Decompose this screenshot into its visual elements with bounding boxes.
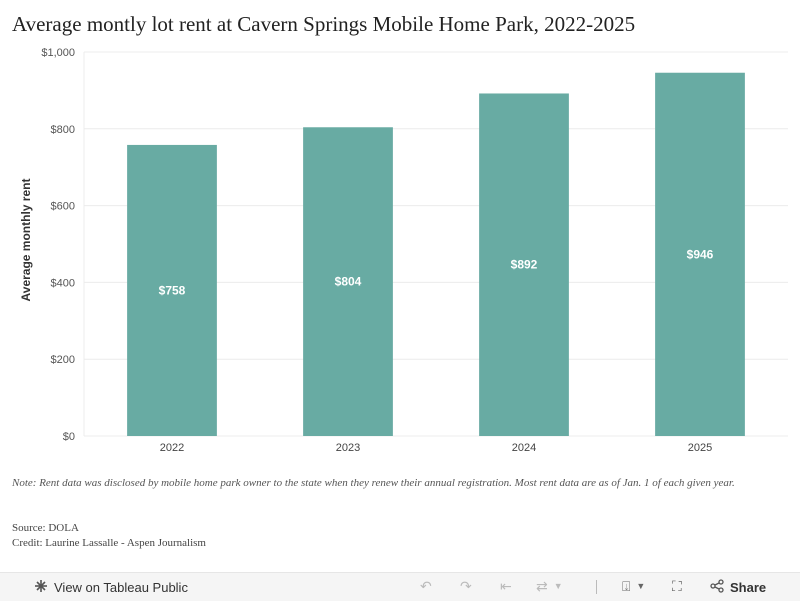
- fullscreen-button[interactable]: ⛶: [672, 579, 682, 593]
- data-labels: $758 $804 $892 $946: [159, 247, 714, 297]
- bars: [127, 72, 745, 437]
- undo-button[interactable]: ↶: [420, 579, 432, 593]
- revert-button[interactable]: ⇤: [500, 579, 512, 593]
- data-label-2024: $892: [511, 258, 538, 272]
- share-label: Share: [730, 579, 767, 595]
- view-on-tableau-link[interactable]: View on Tableau Public: [34, 579, 188, 595]
- y-tick-label: $600: [51, 201, 75, 213]
- download-icon: ⍗: [622, 578, 631, 594]
- y-tick-label: $400: [51, 277, 75, 289]
- bar-2023[interactable]: [303, 127, 393, 436]
- refresh-icon: ⇄: [536, 578, 548, 594]
- share-button[interactable]: Share: [710, 579, 766, 595]
- share-icon: [710, 579, 724, 595]
- fullscreen-icon: ⛶: [672, 578, 682, 594]
- x-axis-ticks: 2022 2023 2024 2025: [160, 442, 712, 454]
- bar-2025[interactable]: [655, 72, 745, 437]
- bar-chart: $0 $200 $400 $600 $800 $1,000 $758 $804 $892 $94…: [19, 47, 788, 454]
- x-tick-label: 2022: [160, 442, 184, 454]
- revert-icon: ⇤: [500, 578, 512, 594]
- download-button[interactable]: ⍗ ▼: [622, 579, 645, 593]
- redo-icon: ↷: [460, 578, 472, 594]
- data-label-2025: $946: [687, 247, 714, 261]
- y-tick-label: $200: [51, 354, 75, 366]
- toolbar-divider: [596, 580, 597, 594]
- chevron-down-icon: ▼: [636, 581, 646, 591]
- redo-button[interactable]: ↷: [460, 579, 472, 593]
- view-on-tableau-label: View on Tableau Public: [54, 579, 188, 595]
- y-axis-ticks: $0 $200 $400 $600 $800 $1,000: [41, 47, 75, 443]
- data-label-2022: $758: [159, 283, 186, 297]
- y-axis-label: Average monthly rent: [19, 179, 33, 302]
- source-line: Source: DOLA: [12, 522, 79, 534]
- chart-title: Average montly lot rent at Cavern Spring…: [12, 12, 636, 36]
- credit-line: Credit: Laurine Lassalle - Aspen Journal…: [12, 537, 206, 549]
- x-tick-label: 2025: [688, 442, 712, 454]
- y-tick-label: $1,000: [41, 47, 75, 59]
- x-tick-label: 2023: [336, 442, 360, 454]
- refresh-button[interactable]: ⇄ ▼: [536, 579, 563, 593]
- y-tick-label: $0: [63, 431, 75, 443]
- y-tick-label: $800: [51, 124, 75, 136]
- chevron-down-icon: ▼: [553, 581, 563, 591]
- tableau-logo-icon: [34, 579, 48, 595]
- undo-icon: ↶: [420, 578, 432, 594]
- tableau-toolbar: View on Tableau Public ↶ ↷ ⇤ ⇄ ▼ ⍗ ▼ ⛶ S…: [0, 572, 800, 601]
- bar-2022[interactable]: [127, 144, 217, 436]
- data-label-2023: $804: [335, 275, 362, 289]
- x-tick-label: 2024: [512, 442, 536, 454]
- chart-note: Note: Rent data was disclosed by mobile …: [12, 477, 735, 489]
- bar-2024[interactable]: [479, 93, 569, 437]
